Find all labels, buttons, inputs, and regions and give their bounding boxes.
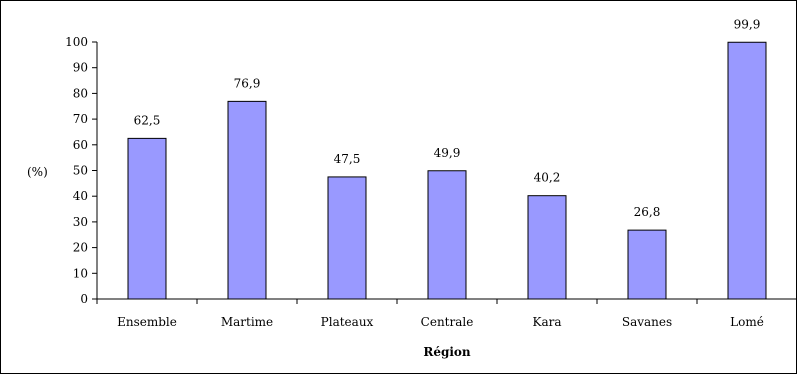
bar-value-label: 26,8 (634, 205, 661, 219)
category-labels: Ensemble Martime Plateaux Centrale Kara Savan… (117, 315, 764, 329)
bar-centrale (427, 170, 467, 300)
bar-value-label: 76,9 (234, 76, 261, 90)
y-tick-label: 50 (73, 164, 88, 178)
y-tick-label: 0 (80, 292, 88, 306)
bar-ensemble (127, 137, 167, 300)
category-label: Kara (532, 315, 561, 329)
y-ticks: 0 10 20 30 40 50 60 70 80 90 100 (65, 35, 97, 306)
x-axis (96, 298, 797, 304)
bar-savanes (627, 229, 667, 300)
bar-value-label: 99,9 (734, 17, 761, 31)
y-tick-label: 90 (73, 61, 88, 75)
y-tick-label: 40 (73, 189, 88, 203)
y-axis-title: (%) (27, 165, 48, 179)
category-label: Ensemble (117, 315, 177, 329)
bar-value-label: 40,2 (534, 171, 561, 185)
bar-martime (227, 100, 267, 300)
y-tick-label: 10 (73, 266, 88, 280)
y-tick-label: 20 (73, 241, 88, 255)
x-ticks (96, 299, 797, 304)
y-tick-label: 70 (73, 112, 88, 126)
bar-value-label: 62,5 (134, 113, 161, 127)
bar-value-label: 47,5 (334, 152, 361, 166)
category-label: Plateaux (321, 315, 374, 329)
bar-lom- (727, 41, 767, 300)
y-tick-label: 80 (73, 86, 88, 100)
bars (127, 41, 767, 300)
bar-plateaux (327, 176, 367, 300)
category-label: Savanes (622, 315, 672, 329)
bar-kara (527, 195, 567, 300)
y-tick-label: 60 (73, 138, 88, 152)
x-axis-title: Région (423, 345, 471, 359)
bar-value-label: 49,9 (434, 146, 461, 160)
category-label: Martime (221, 315, 273, 329)
category-label: Centrale (421, 315, 474, 329)
y-tick-label: 100 (65, 35, 88, 49)
value-labels: 62,5 76,9 47,5 49,9 40,2 26,8 99,9 (134, 17, 761, 219)
category-label: Lomé (730, 315, 764, 329)
y-tick-label: 30 (73, 215, 88, 229)
y-axis: 0 10 20 30 40 50 60 70 80 90 100 (65, 35, 98, 306)
